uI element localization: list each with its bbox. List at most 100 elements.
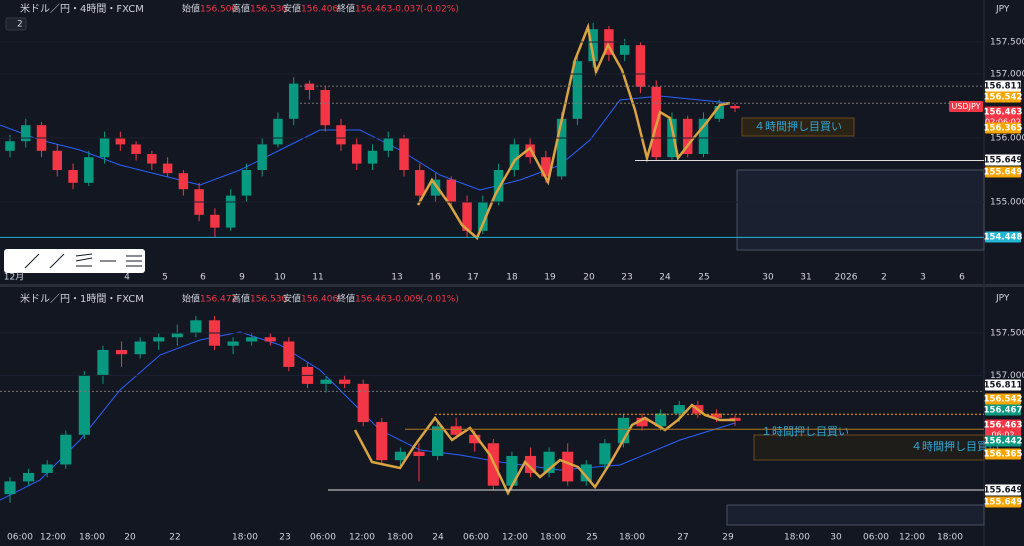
candle-body	[78, 375, 90, 435]
ohlc-label: 高値	[232, 3, 250, 15]
candle-body	[5, 141, 15, 151]
candle-body	[21, 125, 31, 142]
x-tick-label: 20	[124, 533, 136, 543]
candle-body	[367, 150, 378, 164]
countdown: 02:06:02	[985, 118, 1021, 127]
candle-body	[357, 383, 369, 423]
x-tick-label: 18:00	[79, 533, 105, 543]
price-tag	[985, 448, 1021, 460]
change: -0.009	[392, 295, 421, 305]
price-tag-label: 156.542	[984, 93, 1023, 103]
tool-icon[interactable]	[24, 253, 40, 269]
price-tag-label: 156.365	[984, 450, 1023, 460]
candle-body	[509, 144, 520, 171]
y-tick-label: 157.000	[990, 69, 1024, 79]
ohlc-value: 156.530	[250, 5, 287, 15]
candle-body	[710, 413, 722, 418]
x-tick-label: 16	[429, 273, 441, 283]
candle-body	[430, 179, 441, 196]
price-tag-label: 156.811	[984, 82, 1023, 92]
panel-separator	[0, 284, 1024, 287]
candle-body	[320, 379, 332, 384]
candle-body	[264, 337, 276, 342]
x-tick-label: 4	[124, 273, 130, 283]
tool-icon[interactable]	[49, 253, 65, 269]
candle-body	[462, 202, 472, 231]
candle-body	[415, 170, 425, 196]
candle-body	[241, 170, 252, 196]
x-tick-label: 25	[698, 273, 709, 283]
change-pct: (-0.01%)	[420, 295, 459, 305]
candle-body	[543, 451, 555, 473]
candle-body	[336, 125, 346, 145]
candle-body	[446, 179, 457, 203]
candle-body	[99, 138, 110, 158]
ohlc-label: 終値	[337, 3, 355, 15]
currency[interactable]: JPY	[995, 294, 1010, 304]
ohlc-value: 156.500	[200, 5, 237, 15]
candle-body	[376, 422, 388, 461]
x-tick-label: 20	[583, 273, 595, 283]
toolbar	[4, 249, 145, 273]
candle-body	[588, 29, 598, 62]
price-tag-label: 156.463	[984, 421, 1023, 431]
annotation: ４時間押し目買い	[911, 439, 999, 453]
y-tick-label: 155.000	[990, 198, 1024, 208]
candle-body	[469, 434, 481, 444]
candle-body	[562, 451, 574, 482]
candle-body	[394, 451, 406, 461]
zone-box	[726, 504, 985, 526]
y-tick-label: 157.000	[990, 371, 1024, 381]
candle-body	[619, 45, 630, 55]
price-tag	[985, 379, 1021, 391]
moving-average	[0, 95, 731, 191]
candle-body	[399, 138, 409, 171]
x-tick-label: 25	[586, 533, 597, 543]
x-tick-label: 18:00	[784, 533, 810, 543]
price-tag-label: 155.649	[984, 486, 1023, 496]
tool-icon[interactable]	[126, 255, 142, 267]
candle-body	[636, 417, 648, 427]
x-tick-label: 31	[800, 273, 811, 283]
candle-body	[450, 426, 462, 435]
price-tag-label: 156.442	[984, 437, 1023, 447]
symbol: 米ドル／円・4時間・FXCM	[20, 2, 144, 15]
candle-body	[210, 214, 220, 228]
ohlc-label: 安値	[283, 293, 301, 305]
x-tick-label: 19	[544, 273, 556, 283]
candle-body	[246, 337, 258, 342]
tool-icon[interactable]	[75, 253, 93, 267]
price-tag	[985, 404, 1021, 416]
y-tick-label: 156.000	[990, 134, 1024, 144]
x-tick-label: 06:00	[863, 533, 889, 543]
x-tick-label: 06:00	[463, 533, 489, 543]
y-tick-label: 157.500	[990, 328, 1024, 338]
candle-body	[524, 455, 537, 473]
candle-body	[131, 144, 141, 155]
candle-body	[617, 417, 630, 444]
ohlc-label: 終値	[337, 293, 355, 305]
price-tag-label: 155.649	[984, 156, 1023, 166]
price-tag	[985, 154, 1021, 166]
x-tick-label: 30	[830, 533, 842, 543]
x-tick-label: 2026	[835, 273, 858, 283]
price-tag	[985, 122, 1021, 134]
candle-body	[541, 157, 551, 177]
currency[interactable]: JPY	[995, 5, 1010, 15]
candle-body	[320, 89, 330, 126]
x-tick-label: 18:00	[937, 533, 963, 543]
candle-body	[153, 337, 165, 342]
price-tag-label: 156.467	[984, 406, 1023, 416]
candle-body	[730, 106, 740, 109]
x-tick-label: 06:00	[7, 533, 33, 543]
badge[interactable]	[5, 17, 27, 31]
price-tag-label: 156.811	[984, 381, 1023, 391]
x-tick-label: 9	[239, 273, 245, 283]
x-tick-label: 11	[312, 273, 323, 283]
candle-body	[431, 426, 444, 456]
price-tag-label: 155.649	[984, 498, 1023, 508]
x-tick-label: 3	[920, 273, 926, 283]
price-tag	[985, 496, 1021, 508]
